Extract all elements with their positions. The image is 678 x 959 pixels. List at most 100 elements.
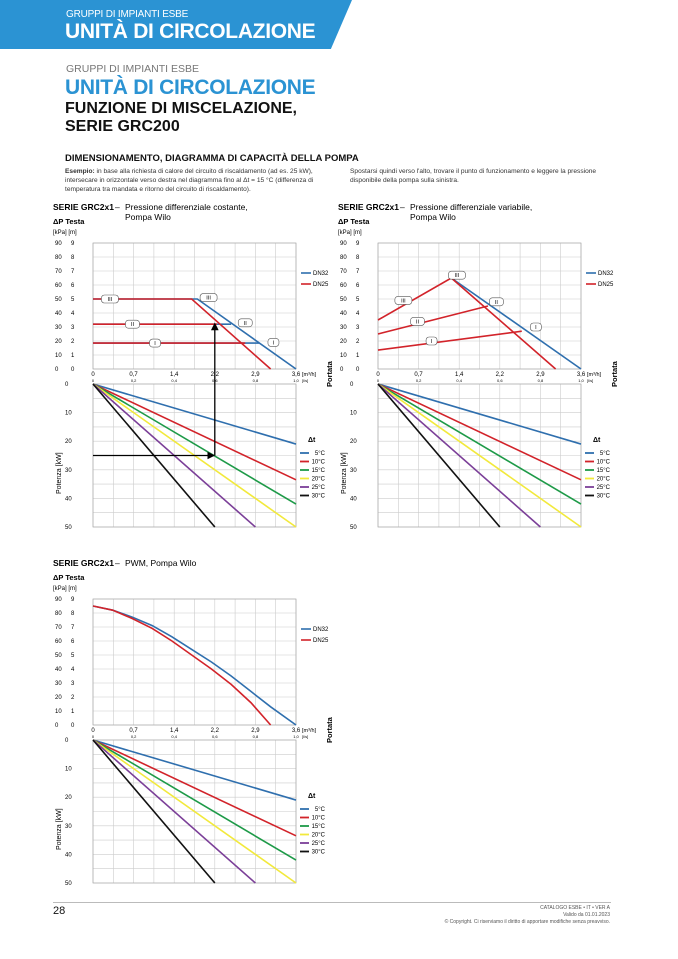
speed-label-box	[101, 294, 119, 304]
x2-axis-unit: [l/s]	[302, 378, 308, 383]
speed-label: II	[244, 321, 248, 327]
legend-label: DN25	[598, 282, 614, 288]
x-tick-ls: 0,8	[253, 378, 259, 383]
x-axis-unit: [m³/h]	[587, 372, 602, 378]
series-line-dn25	[93, 298, 272, 370]
y-tick-m: 8	[71, 255, 75, 261]
y-tick-kpa: 90	[55, 597, 62, 603]
y-tick-kpa: 80	[55, 255, 62, 261]
subtitle-line-1: FUNZIONE DI MISCELAZIONE,	[65, 100, 297, 117]
y-tick-kpa: 90	[340, 241, 347, 247]
power-line-10°C	[92, 383, 297, 481]
y-tick-m: 0	[71, 367, 75, 373]
y-tick-m: 9	[71, 597, 75, 603]
speed-label-box	[237, 318, 253, 328]
y-tick-kpa: 90	[55, 241, 62, 247]
y-tick-m: 3	[356, 325, 360, 331]
legend-title: Δt	[308, 437, 316, 444]
x-tick-m3h: 3,6	[577, 372, 586, 378]
power-plot-frame	[92, 739, 297, 884]
legend-label: DN25	[313, 638, 329, 644]
y-tick-kpa: 40	[55, 311, 62, 317]
x2-axis-unit: [l/s]	[587, 378, 593, 383]
pump-chart-pwm: SERIE GRC2x1– PWM, Pompa Wilo ΔP Testa [kPa…	[53, 558, 334, 887]
example-label: Esempio:	[65, 168, 95, 175]
legend-label: 5°C	[315, 451, 326, 457]
series-line-dn25	[377, 305, 489, 335]
chart-title-dash: –	[400, 202, 405, 212]
legend-label: 30°C	[597, 494, 611, 500]
y-tick-m: 0	[356, 367, 360, 373]
series-line-dn25	[377, 330, 522, 351]
x-tick-ls: 0,2	[131, 734, 137, 739]
power-y-tick: 50	[65, 525, 72, 531]
y-tick-kpa: 0	[340, 367, 344, 373]
y-tick-kpa: 40	[55, 667, 62, 673]
power-line-30°C	[92, 739, 216, 884]
chart-title-line1: Pressione differenziale costante,	[125, 202, 248, 212]
y-tick-m: 3	[71, 325, 75, 331]
y-tick-kpa: 70	[55, 625, 62, 631]
power-line-20°C	[92, 739, 297, 884]
y-tick-kpa: 80	[340, 255, 347, 261]
legend-label: 25°C	[312, 841, 326, 847]
y-tick-kpa: 60	[55, 639, 62, 645]
speed-label-box	[149, 338, 161, 348]
y-axis-units: [kPa] [m]	[338, 230, 362, 236]
x-tick-ls: 0,2	[131, 378, 137, 383]
speed-label: III	[455, 273, 460, 279]
x-tick-m3h: 0,7	[129, 372, 138, 378]
speed-label-box	[530, 322, 542, 332]
chart-series-label: SERIE GRC2x1	[53, 202, 114, 212]
power-y-label: Potenza [kW]	[56, 452, 63, 494]
speed-label: I	[535, 325, 537, 331]
footer-copyright: © Copyright. Ci riserviamo il diritto di…	[444, 919, 610, 925]
x-tick-ls: 0	[92, 378, 95, 383]
y-tick-m: 8	[71, 611, 75, 617]
x-tick-ls: 0	[92, 734, 95, 739]
side-label: Portata	[610, 360, 619, 387]
legend-label: 10°C	[312, 816, 326, 822]
y-tick-kpa: 80	[55, 611, 62, 617]
y-tick-m: 4	[356, 311, 360, 317]
y-tick-kpa: 50	[55, 653, 62, 659]
y-axis-label: ΔP Testa	[53, 573, 85, 582]
x-tick-m3h: 0	[376, 372, 380, 378]
power-y-label: Potenza [kW]	[56, 808, 63, 850]
x-tick-m3h: 2,9	[251, 372, 260, 378]
instruction-text: Spostarsi quindi verso l'alto, trovare i…	[350, 168, 597, 184]
y-axis-units: [kPa] [m]	[53, 230, 77, 236]
speed-label: I	[154, 341, 156, 347]
speed-label: III	[401, 298, 406, 304]
power-line-5°C	[92, 739, 297, 801]
series-line-dn32	[92, 605, 297, 726]
y-tick-kpa: 50	[340, 297, 347, 303]
speed-label: I	[273, 340, 275, 346]
power-y-tick: 50	[65, 881, 72, 887]
legend-label: 15°C	[597, 468, 611, 474]
y-tick-m: 6	[356, 283, 360, 289]
power-line-15°C	[92, 739, 297, 861]
x-tick-ls: 1,0	[293, 734, 299, 739]
pressure-plot-frame	[92, 242, 297, 370]
speed-label: II	[416, 319, 420, 325]
speed-label: II	[131, 322, 135, 328]
legend-title: Δt	[593, 437, 601, 444]
y-tick-kpa: 20	[55, 695, 62, 701]
x-tick-ls: 1,0	[578, 378, 584, 383]
example-text: Esempio: in base alla richiesta di calor…	[65, 167, 335, 194]
x-tick-m3h: 1,4	[170, 728, 179, 734]
legend-label: 15°C	[312, 468, 326, 474]
x-tick-m3h: 0	[91, 372, 95, 378]
power-y-tick: 20	[350, 439, 357, 445]
y-axis-label: ΔP Testa	[338, 217, 370, 226]
speed-label: II	[495, 300, 499, 306]
power-line-10°C	[92, 739, 297, 837]
legend-label: DN25	[313, 282, 329, 288]
speed-label-box	[410, 317, 425, 326]
power-y-tick: 40	[350, 496, 357, 502]
chart-title-dash: –	[115, 558, 120, 568]
y-tick-m: 9	[356, 241, 360, 247]
legend-label: DN32	[313, 271, 329, 277]
y-tick-kpa: 20	[340, 339, 347, 345]
